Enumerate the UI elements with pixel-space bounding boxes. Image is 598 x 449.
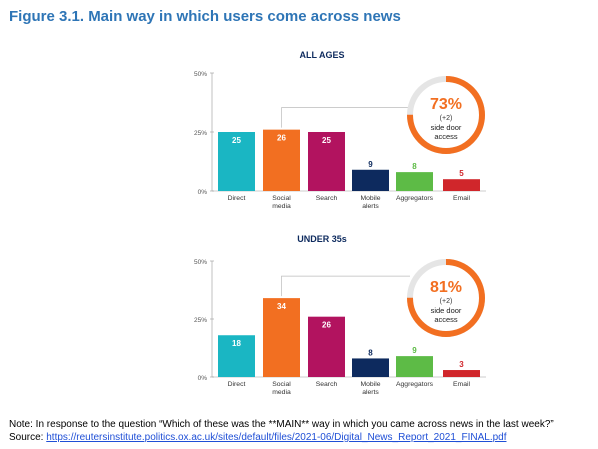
callout-change: (+2) [440, 115, 453, 122]
x-tick-label: Search [316, 381, 338, 388]
callout-ring-progress [407, 259, 485, 337]
callout-change: (+2) [440, 298, 453, 305]
bar-value-label: 8 [368, 348, 373, 357]
bar-value-label: 25 [322, 136, 331, 145]
x-tick-label: alerts [362, 389, 379, 396]
figure-note: Note: In response to the question “Which… [9, 418, 554, 444]
bar-mobile-alerts [352, 358, 389, 377]
callout-ring-progress [407, 76, 485, 154]
bar-aggregators [396, 356, 433, 377]
source-link[interactable]: https://reutersinstitute.politics.ox.ac.… [46, 432, 507, 443]
x-tick-label: Social [272, 195, 291, 202]
y-tick-label: 25% [194, 317, 207, 324]
source-line: Source: https://reutersinstitute.politic… [9, 431, 554, 444]
x-tick-label: alerts [362, 203, 379, 210]
x-tick-label: Search [316, 195, 338, 202]
x-tick-label: media [272, 389, 291, 396]
x-tick-label: Direct [228, 381, 246, 388]
bar-value-label: 26 [322, 321, 331, 330]
callout-value: 73% [430, 96, 462, 113]
note-text: Note: In response to the question “Which… [9, 419, 554, 430]
y-tick-label: 50% [194, 259, 207, 266]
bar-direct [218, 132, 255, 191]
y-tick-label: 0% [198, 189, 208, 196]
x-tick-label: Aggregators [396, 195, 434, 202]
bar-value-label: 18 [232, 339, 241, 348]
bar-value-label: 8 [412, 162, 417, 171]
callout-connector [281, 107, 410, 128]
y-tick-label: 25% [194, 130, 207, 137]
callout-label: access [434, 132, 458, 141]
bar-value-label: 25 [232, 136, 241, 145]
bar-email [443, 179, 480, 191]
bar-social-media [263, 129, 300, 191]
bar-value-label: 3 [459, 360, 464, 369]
bar-value-label: 5 [459, 169, 464, 178]
bar-search [308, 132, 345, 191]
x-tick-label: Mobile [360, 381, 380, 388]
callout-label: side door [431, 306, 462, 315]
callout-value: 81% [430, 279, 462, 296]
x-tick-label: Direct [228, 195, 246, 202]
y-tick-label: 0% [198, 375, 208, 382]
bar-social-media [263, 298, 300, 377]
callout-label: access [434, 315, 458, 324]
x-tick-label: Aggregators [396, 381, 434, 388]
source-label: Source: [9, 432, 44, 443]
x-tick-label: Social [272, 381, 291, 388]
callout-connector [281, 275, 410, 297]
x-tick-label: Email [453, 195, 470, 202]
bar-search [308, 316, 345, 377]
x-tick-label: Email [453, 381, 470, 388]
x-tick-label: Mobile [360, 195, 380, 202]
bar-value-label: 26 [277, 134, 286, 143]
chart-title: UNDER 35s [297, 234, 347, 244]
callout-label: side door [431, 123, 462, 132]
bar-mobile-alerts [352, 169, 389, 191]
chart-title: ALL AGES [299, 50, 344, 60]
bar-value-label: 9 [412, 346, 417, 355]
figure-title: Figure 3.1. Main way in which users come… [9, 8, 401, 25]
bar-direct [218, 335, 255, 377]
bar-value-label: 9 [368, 160, 373, 169]
bar-email [443, 370, 480, 377]
bar-value-label: 34 [277, 302, 286, 311]
y-tick-label: 50% [194, 71, 207, 78]
x-tick-label: media [272, 203, 291, 210]
bar-aggregators [396, 172, 433, 191]
